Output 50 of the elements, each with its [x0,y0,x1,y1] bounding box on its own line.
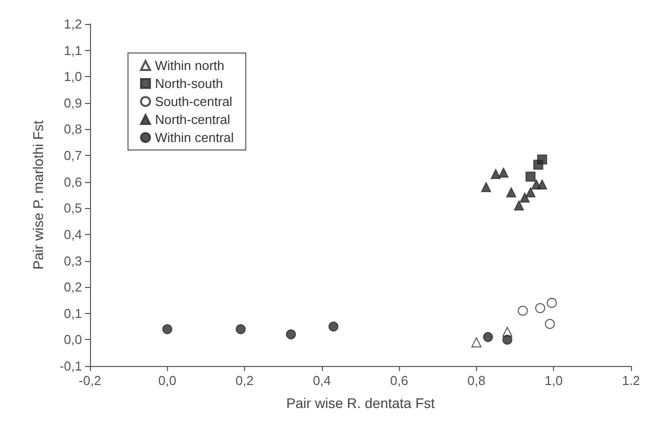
point [537,179,548,190]
legend-label: North-south [155,76,223,91]
x-axis-title: Pair wise R. dentata Fst [286,395,435,411]
point [162,324,172,334]
x-tick-label: 0,2 [236,373,254,388]
y-tick-label: 0,3 [64,253,82,268]
legend-label: Within central [155,130,234,145]
point [236,324,246,334]
point [518,306,528,316]
legend-label: North-central [155,112,230,127]
point [535,303,546,314]
x-tick-label: 1,0 [544,373,563,388]
point [526,187,536,198]
x-tick-label: 0,6 [390,373,408,388]
point [498,168,508,178]
y-tick-label: 0,1 [64,306,82,321]
x-tick-label: -0,2 [78,373,102,388]
point [502,334,512,345]
y-tick-label: 0,0 [64,332,82,348]
point [514,200,524,211]
point [471,337,482,348]
y-tick-label: 0,5 [64,200,82,216]
y-tick-label: 0,7 [64,148,82,164]
x-tick-label: 0,4 [312,373,331,388]
y-tick-label: 0,4 [64,226,82,242]
point [286,329,296,340]
y-tick-label: -0,1 [60,358,82,374]
y-tick-label: 1,0 [64,69,82,84]
y-tick-label: 0,9 [64,95,82,110]
y-tick-label: 1,1 [64,42,82,58]
point [483,332,494,342]
point [481,182,492,192]
x-tick-label: 0,8 [467,373,486,388]
point [328,322,338,332]
y-tick-label: 0,6 [64,174,82,190]
point [544,318,555,329]
x-tick-label: 1.2 [622,373,640,388]
y-tick-label: 1,2 [64,16,82,32]
y-tick-label: 0,2 [64,280,82,295]
x-tick-label: 0,0 [158,373,176,388]
point [520,192,530,203]
legend-label: Within north [155,58,224,73]
point [526,172,536,182]
y-tick-label: 0,8 [64,122,82,137]
legend-label: South-central [155,94,232,109]
y-axis-title: Pair wise P. marlothi Fst [30,120,46,270]
point [546,298,557,308]
point [490,168,501,179]
point [537,154,548,164]
point [506,187,516,198]
